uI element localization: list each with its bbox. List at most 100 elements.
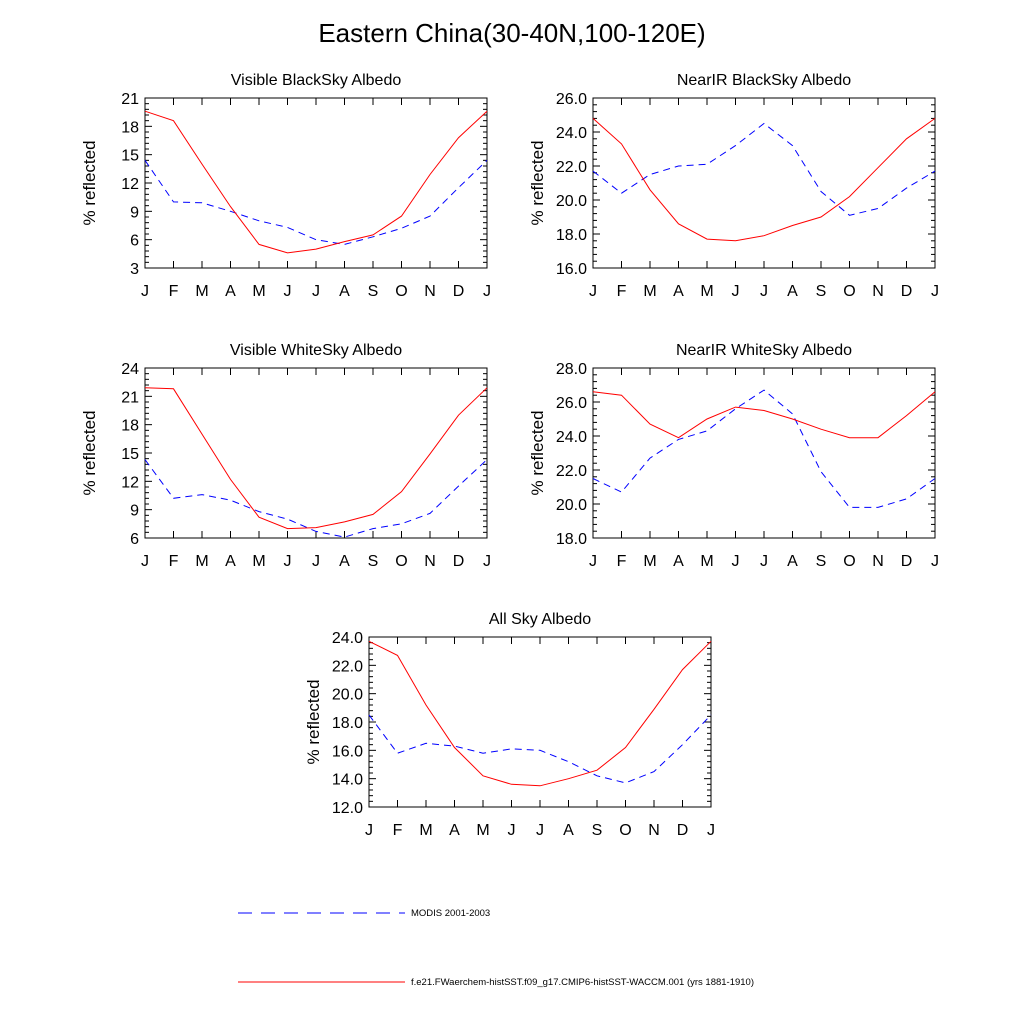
- series-line-model: [592, 117, 936, 242]
- panel-title: Visible BlackSky Albedo: [231, 72, 402, 89]
- x-tick-label: M: [700, 283, 713, 300]
- x-tick-label: M: [195, 553, 208, 570]
- y-tick-label: 9: [130, 204, 139, 221]
- y-tick-label: 26.0: [556, 91, 587, 108]
- x-tick-label: S: [592, 822, 603, 839]
- panel-title: NearIR WhiteSky Albedo: [676, 342, 852, 359]
- y-axis-label: % reflected: [304, 679, 323, 764]
- x-tick-label: J: [931, 283, 939, 300]
- y-axis-label: % reflected: [528, 140, 547, 225]
- x-tick-label: J: [365, 822, 373, 839]
- plot-frame: [368, 636, 712, 808]
- series-line-modis: [144, 459, 488, 538]
- series-line-model: [144, 387, 488, 530]
- x-tick-label: O: [843, 553, 855, 570]
- x-tick-label: J: [483, 553, 491, 570]
- series-line-modis: [592, 122, 936, 216]
- y-tick-label: 18.0: [556, 531, 587, 548]
- x-tick-label: O: [619, 822, 631, 839]
- x-tick-label: S: [816, 553, 827, 570]
- y-tick-label: 24: [121, 361, 139, 378]
- x-tick-label: N: [872, 283, 884, 300]
- series-line-model: [592, 391, 936, 439]
- series-line-model: [144, 110, 488, 254]
- panel-title: Visible WhiteSky Albedo: [230, 342, 402, 359]
- y-tick-label: 12: [121, 474, 139, 491]
- x-tick-label: O: [395, 553, 407, 570]
- y-tick-label: 24.0: [556, 125, 587, 142]
- x-tick-label: D: [901, 283, 913, 300]
- x-tick-label: S: [368, 283, 379, 300]
- x-tick-label: A: [673, 283, 684, 300]
- x-tick-label: M: [252, 553, 265, 570]
- x-tick-label: A: [225, 553, 236, 570]
- x-tick-label: M: [476, 822, 489, 839]
- x-tick-label: J: [732, 283, 740, 300]
- x-tick-label: J: [284, 553, 292, 570]
- y-tick-label: 24.0: [556, 429, 587, 446]
- x-tick-label: J: [707, 822, 715, 839]
- y-tick-label: 12.0: [332, 800, 363, 817]
- x-tick-label: N: [424, 553, 436, 570]
- x-tick-label: F: [617, 283, 627, 300]
- y-tick-label: 20.0: [556, 497, 587, 514]
- plot-frame: [144, 97, 488, 269]
- plot-frame: [144, 367, 488, 539]
- y-tick-label: 24.0: [332, 630, 363, 647]
- legend: MODIS 2001-2003 f.e21.FWaerchem-histSST.…: [238, 908, 754, 988]
- y-tick-label: 3: [130, 261, 139, 278]
- y-tick-label: 6: [130, 233, 139, 250]
- x-tick-label: F: [617, 553, 627, 570]
- y-tick-label: 15: [121, 148, 139, 165]
- x-tick-label: A: [339, 553, 350, 570]
- x-tick-label: A: [673, 553, 684, 570]
- figure-title: Eastern China(30-40N,100-120E): [318, 18, 706, 48]
- x-tick-label: D: [453, 283, 465, 300]
- x-tick-label: D: [453, 553, 465, 570]
- y-axis-label: % reflected: [80, 140, 99, 225]
- y-tick-label: 22.0: [332, 658, 363, 675]
- x-tick-label: D: [901, 553, 913, 570]
- x-tick-label: M: [419, 822, 432, 839]
- y-tick-label: 16.0: [556, 261, 587, 278]
- x-tick-label: M: [195, 283, 208, 300]
- y-tick-label: 12: [121, 176, 139, 193]
- y-axis-label: % reflected: [80, 410, 99, 495]
- x-tick-label: J: [483, 283, 491, 300]
- x-tick-label: F: [169, 283, 179, 300]
- x-tick-label: J: [536, 822, 544, 839]
- x-tick-label: F: [169, 553, 179, 570]
- y-tick-label: 21: [121, 389, 139, 406]
- x-tick-label: J: [141, 553, 149, 570]
- plot-frame: [592, 367, 936, 539]
- series-line-modis: [592, 389, 936, 508]
- y-tick-label: 6: [130, 531, 139, 548]
- x-tick-label: J: [760, 283, 768, 300]
- x-tick-label: O: [395, 283, 407, 300]
- y-tick-label: 18.0: [332, 715, 363, 732]
- panel-title: NearIR BlackSky Albedo: [677, 72, 851, 89]
- panel-title: All Sky Albedo: [489, 611, 591, 628]
- y-tick-label: 18: [121, 418, 139, 435]
- x-tick-label: M: [643, 553, 656, 570]
- y-tick-label: 9: [130, 503, 139, 520]
- y-tick-label: 14.0: [332, 772, 363, 789]
- x-tick-label: A: [339, 283, 350, 300]
- y-tick-label: 15: [121, 446, 139, 463]
- y-tick-label: 26.0: [556, 395, 587, 412]
- x-tick-label: J: [589, 283, 597, 300]
- x-tick-label: M: [643, 283, 656, 300]
- x-tick-label: J: [760, 553, 768, 570]
- x-tick-label: J: [312, 283, 320, 300]
- x-tick-label: O: [843, 283, 855, 300]
- x-tick-label: S: [816, 283, 827, 300]
- x-tick-label: J: [284, 283, 292, 300]
- x-tick-label: F: [393, 822, 403, 839]
- x-tick-label: M: [700, 553, 713, 570]
- y-tick-label: 18.0: [556, 227, 587, 244]
- x-tick-label: A: [787, 553, 798, 570]
